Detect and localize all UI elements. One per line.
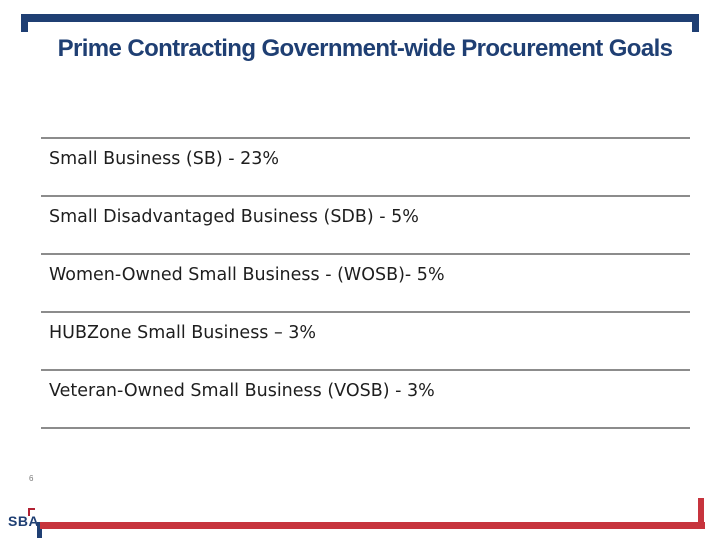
goal-item-hubzone: HUBZone Small Business – 3% [41, 313, 690, 371]
goal-text: Small Business (SB) - 23% [49, 149, 280, 169]
top-frame-bar [21, 14, 699, 22]
goals-list: Small Business (SB) - 23% Small Disadvan… [41, 137, 690, 429]
goal-item-wosb: Women-Owned Small Business - (WOSB)- 5% [41, 255, 690, 313]
bottom-left-frame-corner [37, 522, 42, 538]
top-left-frame-corner [21, 14, 28, 32]
sba-logo-mark-icon [28, 508, 35, 516]
bottom-frame-bar [40, 522, 705, 529]
goal-item-vosb: Veteran-Owned Small Business (VOSB) - 3% [41, 371, 690, 429]
goal-item-sdb: Small Disadvantaged Business (SDB) - 5% [41, 197, 690, 255]
page-number: 6 [29, 474, 34, 483]
goal-text: Veteran-Owned Small Business (VOSB) - 3% [49, 381, 435, 401]
goal-item-sb: Small Business (SB) - 23% [41, 139, 690, 197]
goal-text: Small Disadvantaged Business (SDB) - 5% [49, 207, 419, 227]
top-right-frame-corner [692, 14, 699, 32]
slide-title: Prime Contracting Government-wide Procur… [57, 35, 673, 62]
goal-text: Women-Owned Small Business - (WOSB)- 5% [49, 265, 445, 285]
bottom-right-frame-corner [698, 498, 704, 529]
goal-text: HUBZone Small Business – 3% [49, 323, 317, 343]
sba-logo: SBA [8, 513, 40, 529]
